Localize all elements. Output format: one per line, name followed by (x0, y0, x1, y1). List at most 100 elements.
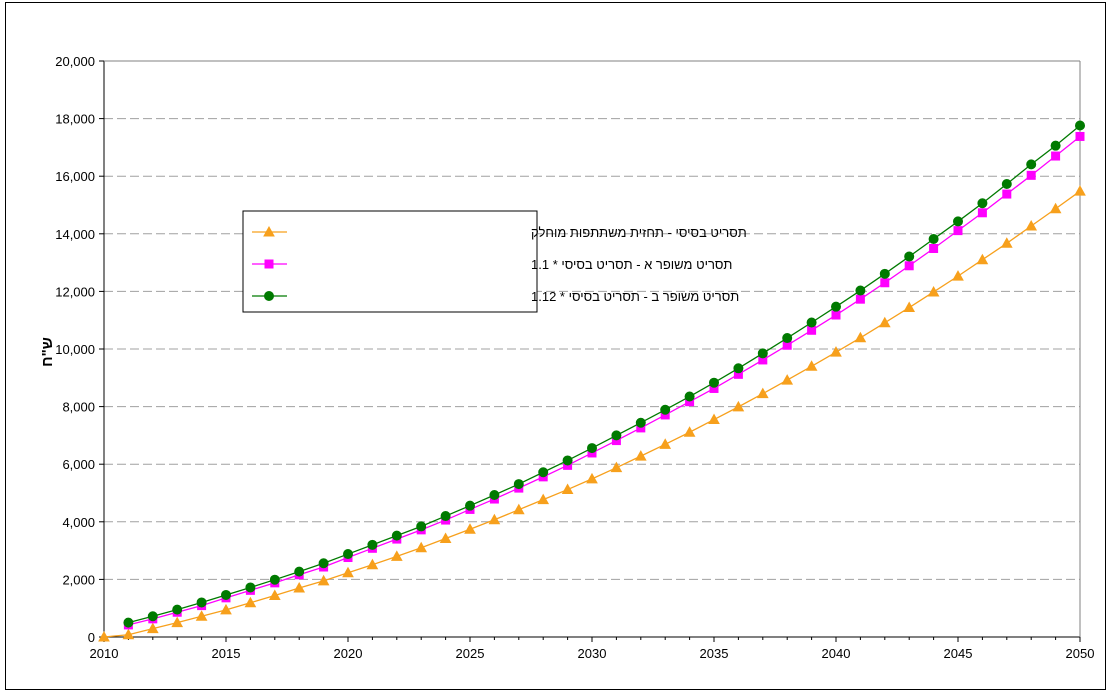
data-point (244, 596, 257, 608)
data-point (953, 216, 963, 227)
data-point (146, 622, 159, 634)
y-tick-labels: 0 2,000 4,000 6,000 8,000 10,000 12,000 14,000 1… (55, 54, 95, 645)
legend-label: תסריט בסיסי - תחזית משתתפות מוחלק (531, 225, 747, 240)
data-point (343, 549, 353, 560)
data-point (147, 611, 158, 622)
data-point (391, 530, 402, 541)
series-3 (123, 120, 1085, 628)
data-point (489, 490, 500, 501)
legend-item: תסריט משופר ב - תסריט בסיסי * 1.12 (252, 289, 739, 304)
data-point (610, 461, 623, 473)
data-point (732, 400, 745, 412)
data-point (1000, 237, 1013, 248)
data-point (1002, 189, 1012, 199)
data-point (781, 374, 794, 385)
y-tick-label: 12,000 (55, 284, 95, 299)
data-point (733, 363, 744, 374)
data-point (317, 574, 330, 586)
data-point (1026, 159, 1037, 170)
data-point (806, 317, 817, 328)
x-tick-label: 2030 (578, 646, 607, 661)
data-point (880, 278, 890, 288)
data-point (293, 582, 306, 593)
data-point (561, 483, 574, 495)
data-point (1074, 185, 1086, 196)
legend-item: תסריט בסיסי - תחזית משתתפות מוחלק (252, 225, 747, 240)
y-axis-title: ש"ח (39, 337, 56, 367)
x-tick-label: 2015 (212, 646, 241, 661)
data-point (634, 450, 647, 461)
data-point (928, 233, 939, 244)
legend-marker (263, 225, 275, 237)
data-point (123, 617, 134, 628)
data-point (929, 243, 939, 253)
y-tick-label: 6,000 (62, 457, 95, 472)
data-point (878, 316, 891, 328)
data-point (220, 603, 232, 615)
y-tick-label: 8,000 (62, 400, 95, 415)
y-tick-label: 2,000 (62, 572, 95, 587)
legend: תסריט בסיסי - תחזית משתתפות מוחלק תסריט מ… (242, 210, 747, 313)
data-point (782, 333, 793, 344)
data-point (1050, 140, 1061, 151)
data-point (342, 566, 354, 578)
data-point (831, 310, 841, 320)
data-point (708, 413, 720, 425)
data-point (221, 589, 231, 600)
data-point (366, 558, 379, 570)
data-point (122, 628, 135, 640)
data-point (587, 443, 597, 454)
legend-label: תסריט משופר ב - תסריט בסיסי * 1.12 (531, 289, 739, 304)
legend-box (242, 210, 538, 313)
series-line (128, 135, 1081, 626)
data-point (904, 261, 914, 271)
data-point (196, 597, 207, 608)
data-point (416, 521, 427, 532)
x-tick-label: 2020 (334, 646, 363, 661)
data-point (879, 268, 890, 279)
data-point (904, 251, 915, 262)
legend-item: תסריט משופר א - תסריט בסיסי * 1.1 (252, 257, 732, 272)
series-group (98, 120, 1086, 642)
y-tick-label: 10,000 (55, 342, 95, 357)
legend-marker (264, 259, 274, 269)
y-tick-label: 4,000 (62, 515, 95, 530)
data-point (513, 479, 524, 490)
data-point (660, 404, 671, 415)
data-point (1026, 170, 1036, 180)
data-point (171, 616, 184, 628)
data-point (294, 566, 305, 577)
data-point (268, 589, 281, 601)
x-tick-label: 2040 (822, 646, 851, 661)
data-point (1075, 131, 1085, 141)
data-point (683, 426, 696, 437)
data-point (927, 285, 940, 297)
data-point (976, 253, 989, 265)
data-point (390, 550, 403, 561)
x-tick-label: 2050 (1066, 646, 1095, 661)
data-point (805, 360, 818, 371)
gridlines (104, 60, 1080, 637)
data-point (855, 285, 866, 296)
data-point (172, 604, 183, 615)
x-tick-label: 2010 (90, 646, 119, 661)
data-point (488, 513, 501, 525)
data-point (1075, 120, 1085, 131)
y-tick-label: 0 (88, 630, 95, 645)
legend-marker (264, 291, 274, 301)
series-line (128, 125, 1081, 624)
data-point (440, 511, 451, 522)
data-point (562, 455, 573, 466)
data-point (977, 198, 988, 209)
data-point (512, 503, 525, 515)
data-point (635, 417, 646, 428)
data-point (757, 348, 768, 359)
data-point (318, 558, 329, 569)
data-point (977, 208, 987, 218)
data-point (1051, 151, 1061, 161)
data-point (684, 391, 695, 402)
data-point (756, 387, 769, 399)
data-point (537, 493, 550, 505)
axes (99, 60, 1081, 642)
data-point (98, 630, 110, 642)
